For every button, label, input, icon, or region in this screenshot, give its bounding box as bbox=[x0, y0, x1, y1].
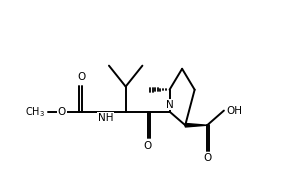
Text: OH: OH bbox=[226, 106, 242, 116]
Text: NH: NH bbox=[98, 113, 114, 123]
Text: O: O bbox=[144, 141, 152, 151]
Polygon shape bbox=[185, 124, 207, 127]
Text: N: N bbox=[166, 100, 173, 109]
Text: CH$_3$: CH$_3$ bbox=[25, 105, 45, 119]
Text: O: O bbox=[78, 72, 86, 82]
Text: O: O bbox=[203, 154, 211, 163]
Text: O: O bbox=[58, 107, 66, 117]
